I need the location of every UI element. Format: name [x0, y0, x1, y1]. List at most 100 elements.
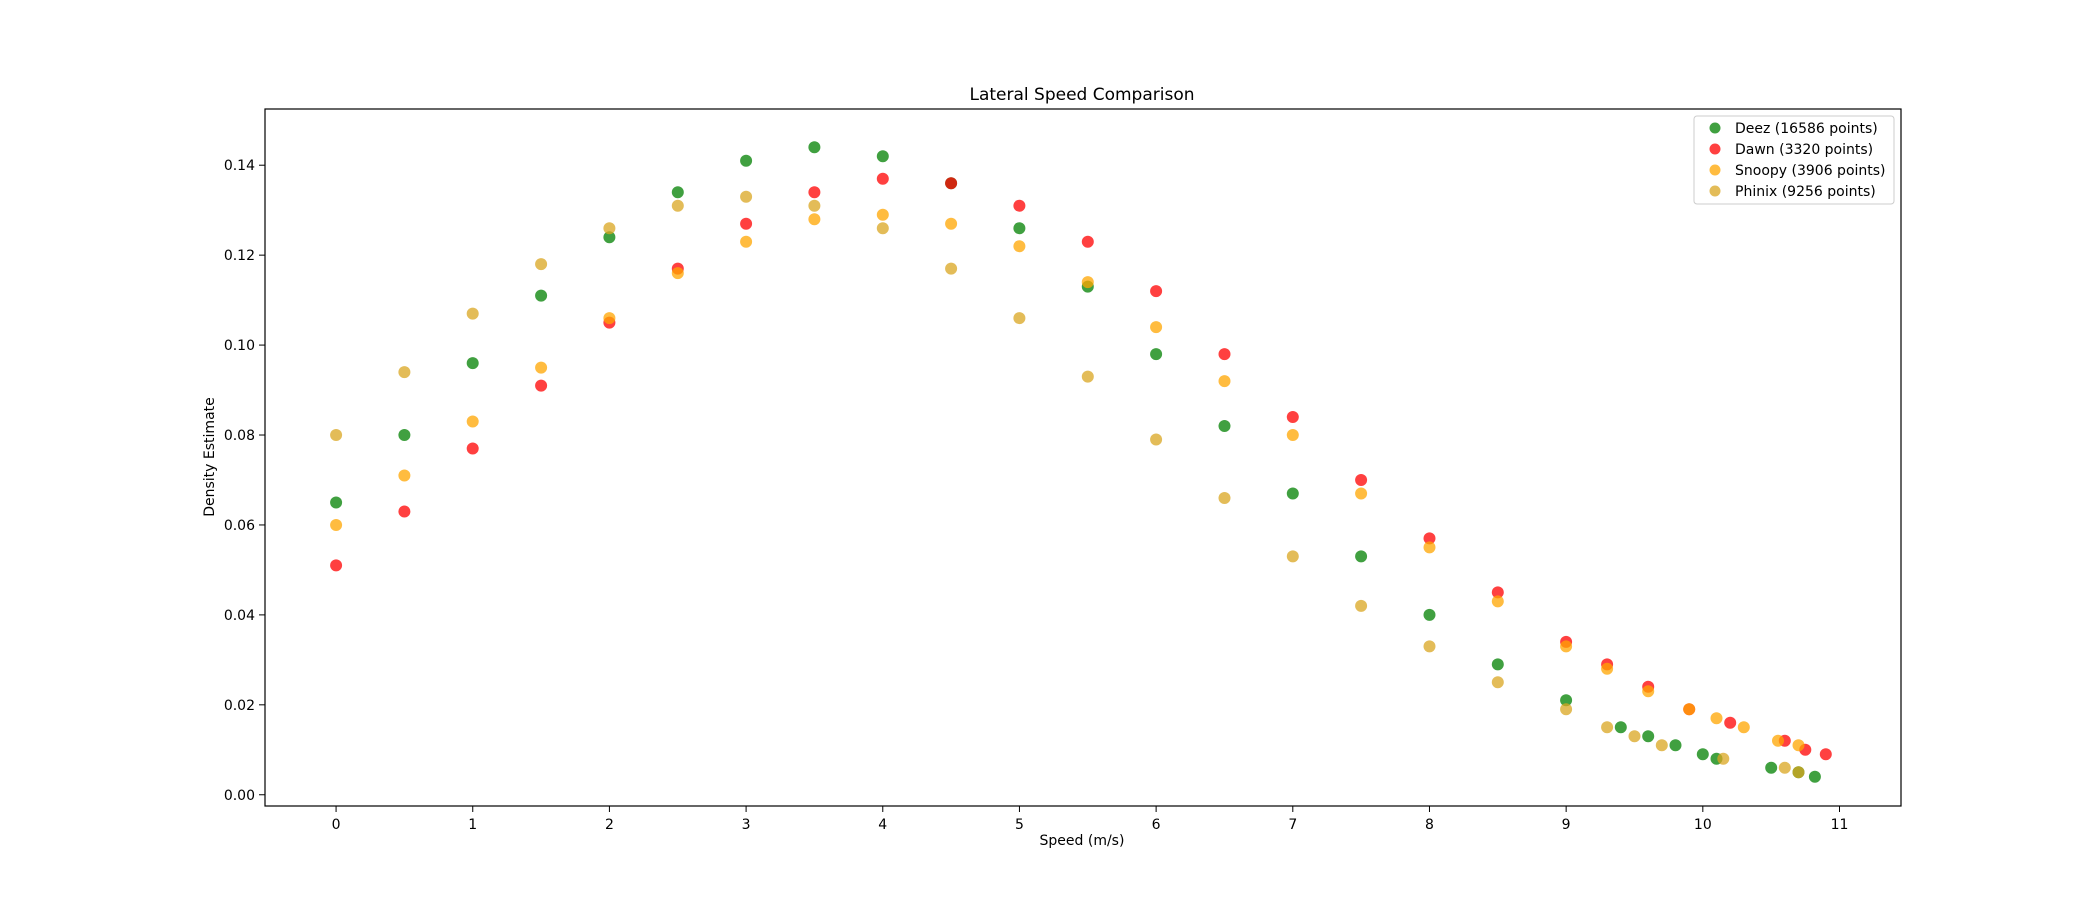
data-point [1808, 770, 1821, 783]
data-point [330, 559, 343, 572]
data-point [1355, 550, 1368, 563]
x-axis-label: Speed (m/s) [1040, 833, 1125, 849]
data-point [1669, 739, 1682, 752]
y-tick-label: 0.06 [224, 518, 255, 534]
data-point [1560, 640, 1573, 653]
y-tick-label: 0.00 [224, 788, 255, 804]
legend-marker [1709, 143, 1721, 155]
data-point [1792, 766, 1805, 779]
x-tick-label: 0 [332, 817, 341, 833]
x-tick-label: 4 [878, 817, 887, 833]
data-point [1560, 703, 1573, 716]
data-point [466, 442, 479, 455]
y-axis-ticks: 0.00 0.02 0.04 0.06 0.08 0.10 0.12 0.14 [224, 158, 265, 804]
legend-label: Dawn (3320 points) [1735, 142, 1873, 158]
data-point [1491, 658, 1504, 671]
legend-marker [1709, 164, 1721, 176]
series-1 [330, 141, 1821, 783]
data-point [1792, 739, 1805, 752]
data-point [1423, 541, 1436, 554]
data-point [671, 267, 684, 280]
data-point [1614, 721, 1627, 734]
data-point [740, 154, 753, 167]
data-point [1423, 532, 1436, 545]
data-point [808, 186, 821, 199]
x-tick-label: 2 [605, 817, 614, 833]
y-tick-label: 0.10 [224, 338, 255, 354]
data-point [1655, 739, 1668, 752]
data-point [1491, 595, 1504, 608]
data-point [1218, 375, 1231, 388]
data-point [1423, 608, 1436, 621]
data-point [945, 217, 958, 230]
data-point [330, 429, 343, 441]
data-point [1819, 748, 1832, 761]
data-point [808, 199, 821, 212]
y-tick-label: 0.14 [224, 158, 255, 174]
data-point [740, 235, 753, 248]
data-point [466, 357, 479, 370]
y-tick-label: 0.02 [224, 698, 255, 714]
series-3 [330, 208, 1805, 752]
data-point [603, 222, 616, 235]
data-point [1560, 694, 1573, 707]
data-point [330, 496, 343, 509]
y-tick-label: 0.12 [224, 248, 255, 264]
data-point [671, 199, 684, 212]
data-point [535, 258, 548, 271]
x-tick-label: 10 [1694, 817, 1712, 833]
data-point [1683, 703, 1696, 716]
data-point [1150, 285, 1163, 298]
x-axis-ticks: 0 1 2 3 4 5 6 7 8 9 10 11 [332, 806, 1848, 833]
data-point [1013, 222, 1026, 235]
data-point [1696, 748, 1709, 761]
data-point [1628, 730, 1641, 743]
data-point [1286, 550, 1299, 563]
data-point [535, 289, 548, 302]
data-point [398, 429, 411, 441]
legend-frame [1693, 115, 1895, 205]
data-point [876, 150, 889, 163]
legend: Deez (16586 points) Dawn (3320 points) Sno… [1693, 115, 1895, 205]
data-point [1642, 730, 1655, 743]
data-point [1150, 348, 1163, 361]
data-point [1355, 487, 1368, 500]
data-point [945, 177, 958, 190]
data-point [876, 172, 889, 185]
data-point [330, 519, 343, 531]
data-point [1491, 586, 1504, 599]
data-point [1717, 752, 1730, 765]
data-point [466, 307, 479, 320]
data-point [1710, 712, 1723, 725]
legend-items: Deez (16586 points) Dawn (3320 points) Sno… [1709, 121, 1886, 200]
data-point [1355, 599, 1368, 612]
data-point [1724, 716, 1737, 729]
x-tick-label: 3 [742, 817, 751, 833]
data-point [876, 208, 889, 221]
legend-label: Snoopy (3906 points) [1735, 163, 1886, 179]
data-point [945, 262, 958, 275]
y-tick-label: 0.04 [224, 608, 255, 624]
plot-frame [264, 108, 1902, 807]
x-tick-label: 9 [1562, 817, 1571, 833]
data-point [671, 186, 684, 199]
data-point [1778, 761, 1791, 774]
data-point [1601, 662, 1614, 675]
series-4 [330, 190, 1805, 779]
data-point [740, 217, 753, 230]
data-point [1286, 487, 1299, 500]
legend-label: Deez (16586 points) [1735, 121, 1878, 137]
data-point [1081, 276, 1094, 289]
x-tick-label: 8 [1425, 817, 1434, 833]
data-point [1423, 640, 1436, 653]
data-point [398, 366, 411, 379]
data-point [740, 190, 753, 203]
data-point [1013, 240, 1026, 253]
data-point [1286, 429, 1299, 441]
x-tick-label: 5 [1015, 817, 1024, 833]
data-point [876, 222, 889, 235]
data-point [808, 213, 821, 226]
data-point [1218, 348, 1231, 361]
data-point [1491, 676, 1504, 689]
